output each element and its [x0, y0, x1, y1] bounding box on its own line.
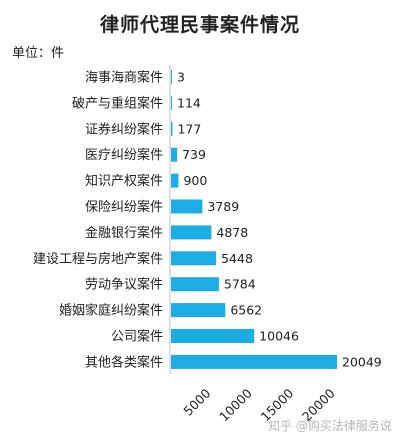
bar — [171, 251, 217, 266]
category-label: 保险纠纷案件 — [85, 200, 163, 215]
value-label: 10046 — [259, 329, 299, 344]
value-label: 3 — [177, 70, 185, 85]
category-label: 证券纠纷案件 — [85, 121, 163, 137]
bar — [171, 225, 212, 240]
unit-label: 单位：件 — [12, 46, 65, 61]
x-axis: 5000 10000 15000 20000 — [169, 65, 338, 424]
category-label: 建设工程与房地产案件 — [33, 251, 163, 267]
value-label: 5448 — [221, 251, 253, 266]
value-label: 4878 — [216, 225, 248, 240]
value-label: 739 — [182, 147, 206, 162]
watermark: 知乎 @购买法律服务说 — [268, 419, 392, 433]
value-label: 5784 — [224, 277, 256, 292]
category-label: 金融银行案件 — [85, 225, 163, 241]
x-tick-label: 10000 — [216, 385, 255, 424]
bar — [171, 147, 178, 162]
category-label: 知识产权案件 — [85, 173, 163, 189]
value-label: 20049 — [342, 354, 382, 369]
value-label: 900 — [183, 173, 207, 188]
bars-layer — [171, 70, 337, 369]
category-label: 婚姻家庭纠纷案件 — [59, 303, 163, 319]
bar — [171, 303, 226, 318]
value-label: 6562 — [230, 303, 262, 318]
category-label: 海事海商案件 — [85, 71, 163, 86]
bar — [171, 121, 173, 136]
value-label: 3789 — [207, 199, 239, 214]
value-label: 114 — [177, 95, 201, 110]
bar — [171, 173, 179, 188]
category-label: 破产与重组案件 — [72, 95, 163, 111]
value-label: 177 — [177, 121, 201, 136]
bar — [171, 70, 172, 84]
bar — [171, 95, 172, 110]
bar — [171, 354, 337, 369]
x-tick-label: 5000 — [180, 385, 213, 418]
bar — [171, 199, 203, 214]
category-label: 劳动争议案件 — [85, 277, 163, 293]
category-label: 其他各类案件 — [85, 354, 163, 370]
category-label: 公司案件 — [111, 330, 163, 345]
bar — [171, 329, 255, 343]
bar — [171, 277, 219, 292]
category-label: 医疗纠纷案件 — [85, 148, 163, 163]
category-labels: 海事海商案件破产与重组案件证券纠纷案件医疗纠纷案件知识产权案件保险纠纷案件金融银… — [33, 71, 163, 371]
chart-title: 律师代理民事案件情况 — [99, 14, 300, 36]
